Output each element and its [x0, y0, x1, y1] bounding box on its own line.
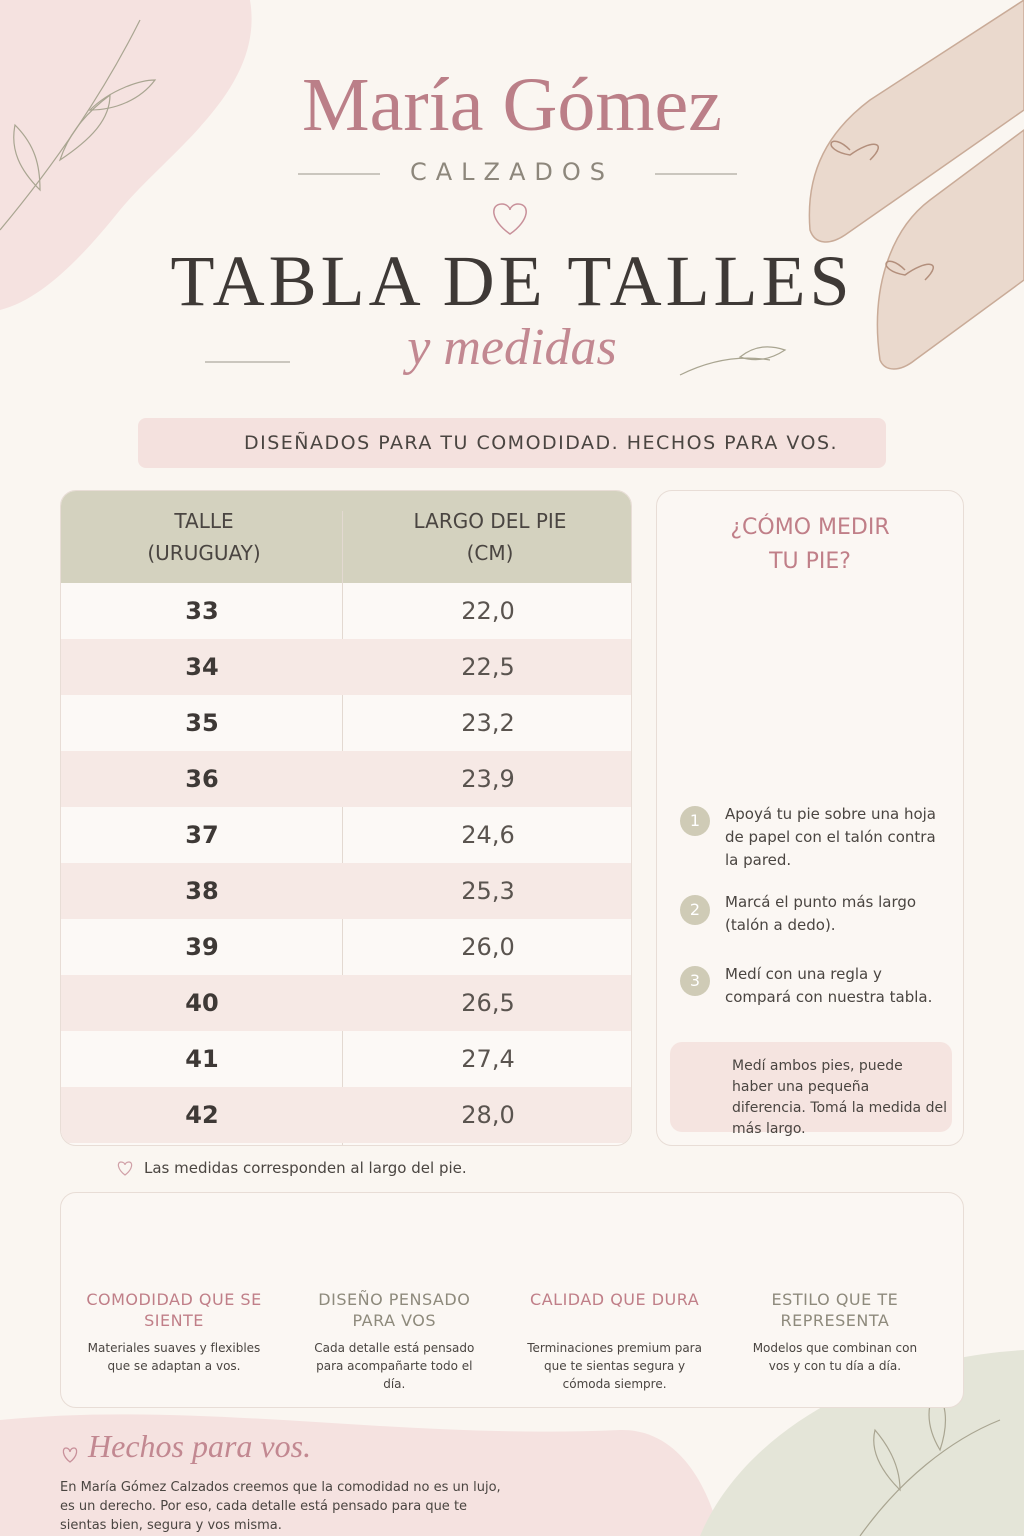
size-cell: 42: [185, 1101, 219, 1129]
step-text: Medí con una regla y compará con nuestra…: [725, 965, 933, 1006]
length-cell: 22,0: [461, 597, 515, 625]
table-row: 36 23,9: [61, 751, 631, 807]
title: TABLA DE TALLES: [170, 241, 854, 321]
header-line: LARGO DEL PIE: [413, 509, 567, 533]
size-cell: 33: [185, 597, 219, 625]
size-cell: 39: [185, 933, 219, 961]
header-line: TALLE: [174, 509, 234, 533]
length-cell: 23,2: [461, 709, 515, 737]
guide-title-line: TU PIE?: [769, 549, 851, 574]
length-cell: 28,0: [461, 1101, 515, 1129]
tip-text: Medí ambos pies, puede haber una pequeña…: [732, 1058, 947, 1137]
tagline-pill: [138, 418, 886, 468]
size-cell: 37: [185, 821, 219, 849]
length-cell: 25,3: [461, 877, 515, 905]
step-number: 1: [680, 806, 710, 836]
table-row: 33 22,0: [61, 583, 631, 639]
table-row: 41 27,4: [61, 1031, 631, 1087]
length-cell: 22,5: [461, 653, 515, 681]
size-cell: 36: [185, 765, 219, 793]
tagline: DISEÑADOS PARA TU COMODIDAD. HECHOS PARA…: [244, 432, 839, 454]
feature-text: Materiales suaves y flexibles que se ada…: [87, 1341, 261, 1373]
size-cell: 34: [185, 653, 219, 681]
size-cell: 35: [185, 709, 219, 737]
header-line: (URUGUAY): [147, 541, 261, 565]
table-note: Las medidas corresponden al largo del pi…: [144, 1159, 467, 1177]
table-row: 34 22,5: [61, 639, 631, 695]
header-line: (CM): [466, 541, 514, 565]
length-cell: 26,5: [461, 989, 515, 1017]
footer-text: En María Gómez Calzados creemos que la c…: [60, 1480, 501, 1533]
length-cell: 24,6: [461, 821, 515, 849]
feature-text: Terminaciones premium para que te sienta…: [527, 1341, 702, 1391]
feature-text: Cada detalle está pensado para acompañar…: [314, 1341, 475, 1391]
feature-title: CALIDAD QUE DURA: [530, 1290, 700, 1309]
table-row: 35 23,2: [61, 695, 631, 751]
length-cell: 27,4: [461, 1045, 515, 1073]
table-row: 39 26,0: [61, 919, 631, 975]
guide-title: ¿CÓMO MEDIR TU PIE?: [656, 511, 964, 579]
guide-title-line: ¿CÓMO MEDIR: [730, 515, 890, 540]
feature-title: ESTILO QUE TE REPRESENTA: [771, 1290, 899, 1330]
footer-script: Hechos para vos.: [88, 1428, 312, 1464]
column-header: LARGO DEL PIE (CM): [347, 491, 631, 583]
tip-box: [670, 1042, 952, 1132]
step-text: Marcá el punto más largo (talón a dedo).: [725, 893, 917, 934]
divider: [342, 511, 343, 1145]
table-row: 38 25,3: [61, 863, 631, 919]
table-row: 40 26,5: [61, 975, 631, 1031]
size-cell: 40: [185, 989, 219, 1017]
brand: María Gómez: [302, 63, 722, 147]
script-subtitle: y medidas: [407, 319, 617, 376]
length-cell: 26,0: [461, 933, 515, 961]
step-text: Apoyá tu pie sobre una hoja de papel con…: [725, 805, 937, 869]
table-row: 42 28,0: [61, 1087, 631, 1143]
size-cell: 38: [185, 877, 219, 905]
size-table: TALLE (URUGUAY) LARGO DEL PIE (CM) 33 22,0 3…: [60, 490, 632, 1146]
feature-title: COMODIDAD QUE SE SIENTE: [86, 1290, 262, 1330]
step-number: 2: [680, 895, 710, 925]
size-cell: 41: [185, 1045, 219, 1073]
step-number: 3: [680, 966, 710, 996]
features-card: [60, 1192, 964, 1408]
subbrand: CALZADOS: [409, 158, 614, 186]
table-row: 37 24,6: [61, 807, 631, 863]
column-header: TALLE (URUGUAY): [61, 491, 347, 583]
feature-title: DISEÑO PENSADO PARA VOS: [318, 1290, 471, 1330]
length-cell: 23,9: [461, 765, 515, 793]
feature-text: Modelos que combinan con vos y con tu dí…: [752, 1341, 918, 1373]
